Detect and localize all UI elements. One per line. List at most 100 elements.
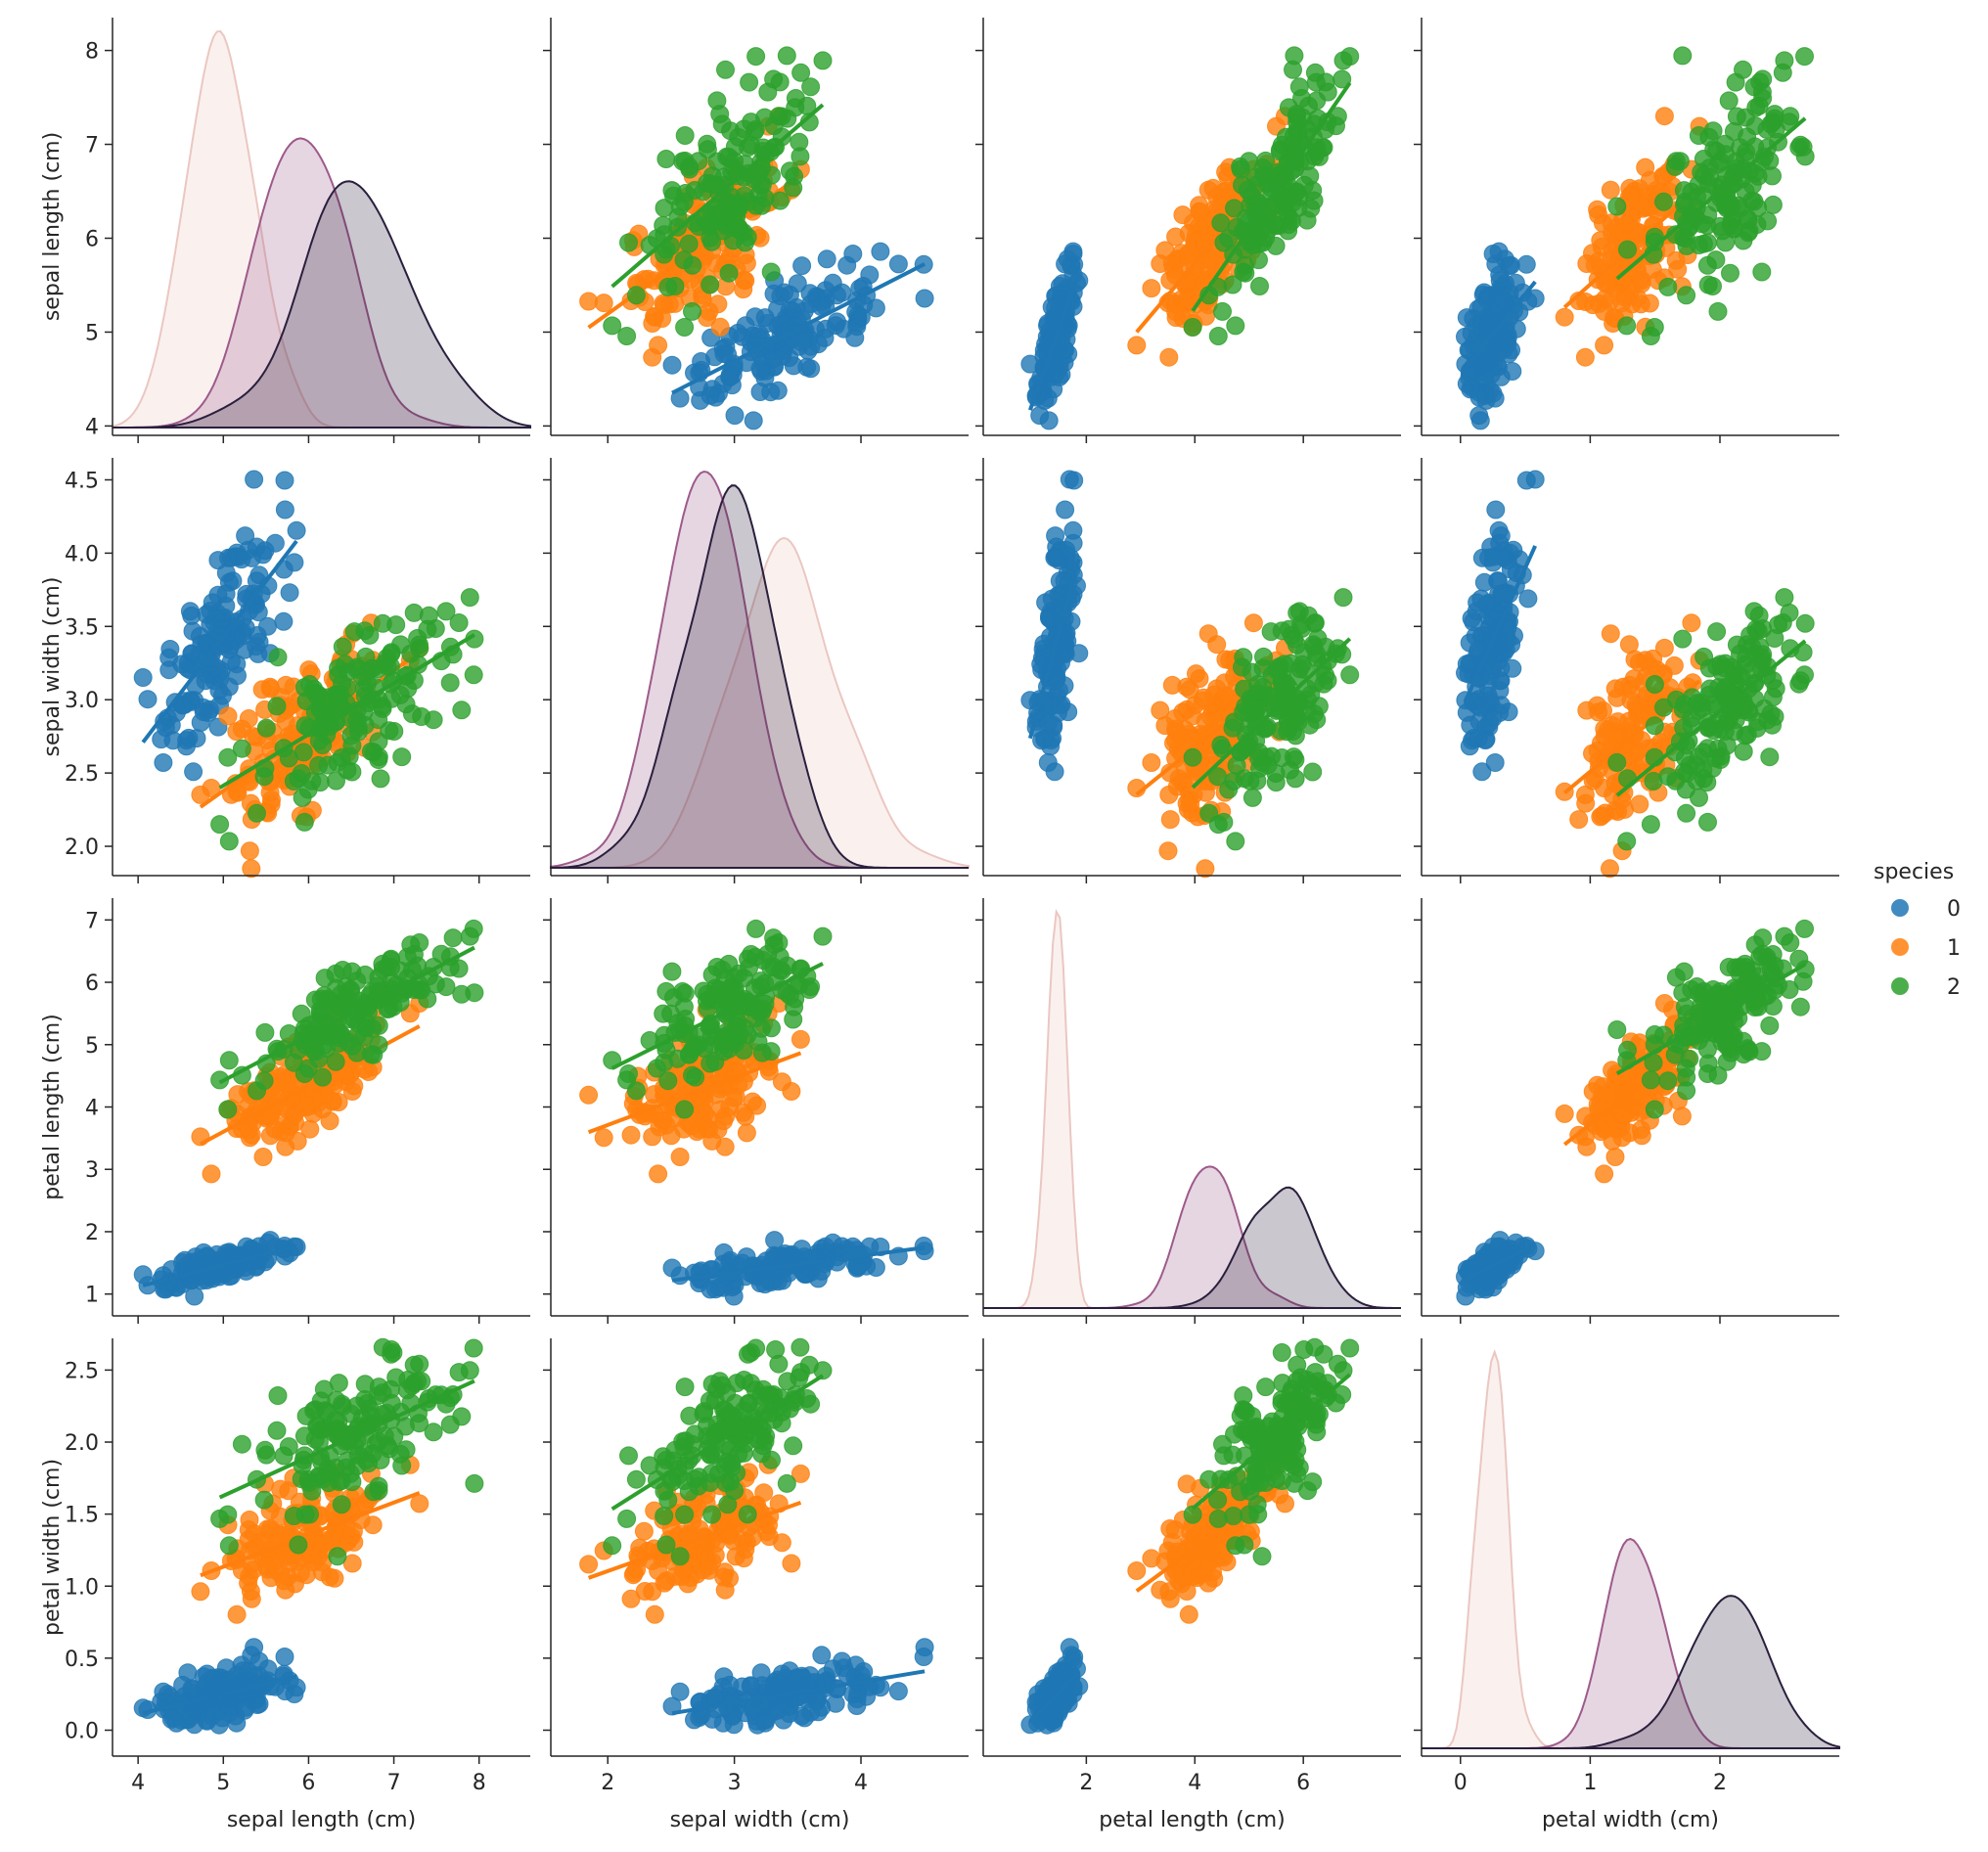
data-point — [219, 548, 238, 567]
data-point — [1781, 933, 1800, 952]
data-point — [1284, 722, 1302, 741]
data-point — [741, 1257, 760, 1277]
data-point — [1555, 307, 1574, 327]
data-point — [1645, 675, 1664, 694]
data-point — [392, 747, 412, 767]
data-point — [1485, 388, 1505, 408]
scatter-species-0 — [662, 1638, 934, 1735]
data-point — [256, 718, 276, 738]
data-point — [410, 635, 429, 655]
data-point — [847, 317, 867, 337]
data-point — [361, 742, 381, 761]
data-point — [1654, 192, 1673, 211]
data-point — [675, 1100, 695, 1119]
data-point — [248, 626, 267, 645]
data-point — [1236, 263, 1255, 283]
data-point — [1297, 679, 1317, 699]
data-point — [154, 753, 173, 772]
data-point — [1213, 301, 1232, 321]
data-point — [1790, 997, 1810, 1016]
regression-line-species-2 — [610, 103, 825, 289]
data-point — [1589, 205, 1608, 225]
data-point — [1589, 702, 1608, 722]
data-point — [191, 1582, 210, 1602]
data-point — [736, 1107, 755, 1126]
data-point — [1227, 217, 1246, 237]
data-point — [1279, 98, 1298, 117]
data-point — [1261, 622, 1281, 642]
data-point — [410, 1494, 429, 1513]
data-point — [798, 1249, 818, 1269]
data-point — [254, 767, 274, 787]
data-point — [268, 648, 288, 667]
data-point — [683, 255, 702, 275]
y-axis-label: sepal length (cm) — [40, 132, 65, 321]
data-point — [173, 1675, 193, 1694]
data-point — [1318, 82, 1337, 102]
data-point — [133, 1265, 153, 1285]
data-point — [679, 234, 699, 253]
data-point — [1490, 265, 1510, 285]
data-point — [1196, 711, 1215, 731]
data-point — [1716, 233, 1736, 252]
data-point — [1284, 134, 1302, 154]
y-axis-label: petal width (cm) — [40, 1459, 65, 1636]
data-point — [733, 327, 752, 346]
data-point — [729, 198, 748, 216]
data-point — [765, 1231, 785, 1250]
data-point — [314, 1085, 334, 1105]
data-point — [1281, 186, 1299, 205]
data-point — [758, 82, 778, 102]
data-point — [1698, 275, 1718, 294]
panel-r2-c1 — [543, 898, 969, 1324]
data-point — [338, 1032, 357, 1052]
data-point — [1142, 279, 1161, 298]
data-point — [133, 668, 153, 687]
data-point — [1619, 635, 1639, 655]
data-point — [1046, 526, 1065, 546]
data-point — [1754, 699, 1774, 718]
y-axis-label: petal length (cm) — [40, 1014, 65, 1200]
scatter-species-0 — [133, 1231, 306, 1306]
data-point — [315, 969, 335, 988]
data-point — [752, 196, 771, 215]
data-point — [750, 175, 770, 195]
data-point — [801, 359, 821, 379]
data-point — [603, 316, 622, 336]
data-point — [1746, 619, 1766, 639]
data-point — [1711, 750, 1730, 769]
data-point — [254, 1071, 274, 1091]
data-point — [680, 159, 700, 179]
data-point — [1241, 771, 1260, 790]
data-point — [1739, 210, 1758, 230]
data-point — [754, 1483, 774, 1503]
data-point — [662, 962, 682, 981]
data-point — [1243, 613, 1263, 633]
data-point — [1470, 411, 1490, 430]
data-point — [1674, 962, 1694, 981]
y-tick-label: 5 — [85, 1034, 99, 1059]
data-point — [289, 1535, 308, 1555]
data-point — [183, 621, 203, 641]
data-point — [1473, 626, 1493, 645]
data-point — [746, 47, 766, 67]
data-point — [226, 630, 246, 650]
data-point — [267, 697, 287, 716]
data-point — [1491, 367, 1511, 386]
y-tick-label: 4 — [85, 1097, 99, 1121]
data-point — [761, 262, 781, 282]
data-point — [1727, 635, 1746, 655]
data-point — [770, 191, 790, 210]
regression-line-species-0 — [1028, 271, 1081, 411]
data-point — [410, 1414, 429, 1433]
scatter-species-0 — [1020, 242, 1089, 430]
panel-r2-c3 — [1414, 898, 1839, 1324]
data-point — [1664, 655, 1684, 675]
data-point — [1303, 762, 1323, 782]
data-point — [780, 285, 799, 304]
data-point — [1613, 677, 1633, 697]
data-point — [1288, 635, 1306, 655]
data-point — [382, 949, 401, 969]
